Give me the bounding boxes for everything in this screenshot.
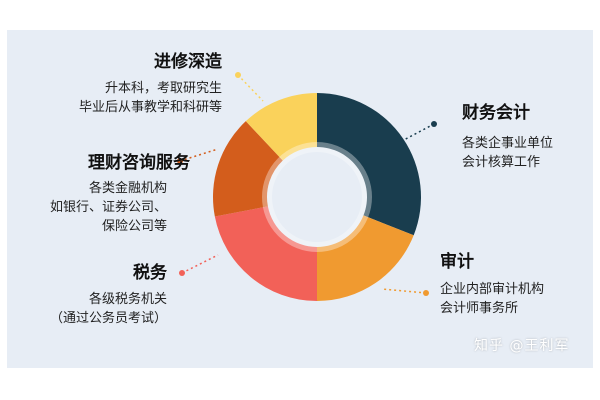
donut-slice [214, 206, 317, 301]
leader-dot [431, 121, 437, 127]
leader-dot [179, 270, 185, 276]
label-licai-desc-line: 如银行、证券公司、 [49, 200, 167, 215]
label-licai-desc: 各类金融机构 如银行、证券公司、 保险公司等 [50, 179, 167, 236]
leader-line [179, 148, 219, 162]
label-caiwu-desc-line: 各类企事业单位 [462, 136, 554, 151]
label-shuiwu-desc-line: （通过公务员考试） [49, 311, 167, 326]
donut-inner-ring [262, 142, 372, 252]
label-licai-title: 理财咨询服务 [88, 153, 190, 173]
label-shenji-desc: 企业内部审计机构 会计师事务所 [440, 280, 544, 318]
label-shenji-desc-line: 企业内部审计机构 [440, 282, 545, 297]
label-shenji-desc-line: 会计师事务所 [440, 301, 519, 316]
leader-line [381, 288, 427, 294]
label-shuiwu-desc-line: 各级税务机关 [88, 292, 167, 307]
label-shuiwu-title: 税务 [133, 263, 167, 283]
donut-slice [317, 93, 421, 236]
leader-dot [177, 158, 183, 164]
label-licai-desc-line: 各类金融机构 [88, 181, 167, 196]
donut-slice [317, 215, 414, 301]
leader-dot [235, 72, 241, 78]
label-jinxiu-desc-line: 毕业后从事教学和科研等 [78, 100, 222, 115]
donut-slice [245, 93, 317, 161]
label-shuiwu-desc: 各级税务机关 （通过公务员考试） [50, 290, 167, 328]
leader-line [181, 254, 219, 274]
label-jinxiu-desc: 升本科，考取研究生 毕业后从事教学和科研等 [79, 79, 222, 117]
label-jinxiu-title: 进修深造 [154, 52, 222, 72]
label-caiwu-desc: 各类企事业单位 会计核算工作 [462, 134, 553, 172]
leader-line [399, 123, 435, 143]
watermark: 知乎 @王利军 [474, 338, 570, 354]
label-caiwu-desc-line: 会计核算工作 [462, 155, 541, 170]
label-jinxiu-desc-line: 升本科，考取研究生 [104, 81, 222, 96]
label-caiwu-title: 财务会计 [462, 103, 530, 123]
leader-line [237, 74, 264, 102]
donut-hole [273, 153, 361, 241]
donut-slice [213, 121, 283, 217]
label-licai-desc-line: 保险公司等 [101, 219, 167, 234]
leader-dot [423, 290, 429, 296]
label-shenji-title: 审计 [440, 252, 474, 272]
